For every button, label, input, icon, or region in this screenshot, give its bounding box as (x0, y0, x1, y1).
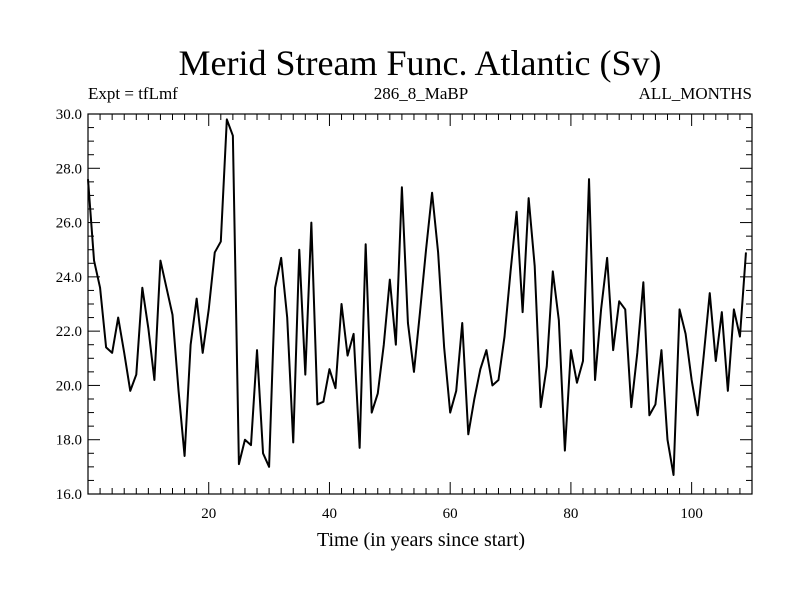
experiment-label: Expt = tfLmf (88, 84, 178, 103)
x-tick-label: 40 (322, 506, 337, 522)
x-axis-label: Time (in years since start) (317, 529, 525, 551)
y-tick-label: 20.0 (56, 378, 82, 394)
y-tick-label: 26.0 (56, 216, 82, 232)
run-id-label: 286_8_MaBP (374, 84, 468, 103)
y-tick-label: 18.0 (56, 433, 82, 449)
y-tick-label: 16.0 (56, 487, 82, 503)
y-tick-label: 30.0 (56, 107, 82, 123)
y-tick-label: 24.0 (56, 270, 82, 286)
months-label: ALL_MONTHS (639, 84, 752, 103)
series-line (87, 118, 747, 476)
y-tick-labels: 16.0 18.0 20.0 22.0 24.0 26.0 28.0 30.0 (56, 107, 82, 503)
y-tick-label: 22.0 (56, 324, 82, 340)
x-tick-label: 60 (443, 506, 458, 522)
axis-ticks (88, 114, 752, 494)
y-tick-label: 28.0 (56, 161, 82, 177)
x-tick-label: 20 (201, 506, 216, 522)
chart-title: Merid Stream Func. Atlantic (Sv) (179, 43, 662, 83)
x-tick-label: 80 (563, 506, 578, 522)
x-tick-labels: 20 40 60 80 100 (201, 506, 703, 522)
x-tick-label: 100 (680, 506, 703, 522)
